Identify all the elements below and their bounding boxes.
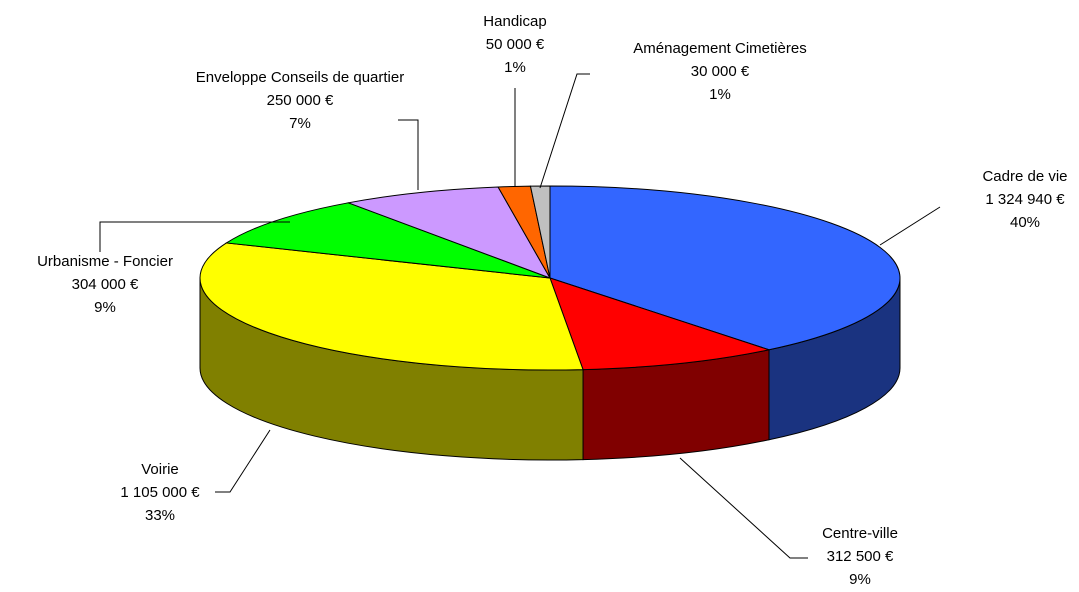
value-label: 1 105 000 €	[120, 484, 200, 501]
slice-label: Urbanisme - Foncier 304 000 € 9%	[5, 250, 205, 319]
category-label: Cadre de vie	[982, 168, 1068, 185]
category-label: Voirie	[141, 461, 179, 478]
category-label: Urbanisme - Foncier	[37, 253, 173, 270]
slice	[549, 277, 771, 371]
percent-label: 1%	[709, 86, 731, 103]
slice	[224, 202, 551, 279]
slice-label: Cadre de vie 1 324 940 € 40%	[960, 165, 1079, 234]
slice	[199, 242, 584, 371]
leader-line	[879, 206, 941, 246]
category-label: Handicap	[483, 13, 547, 30]
value-label: 304 000 €	[71, 276, 139, 293]
leader-line	[398, 119, 419, 190]
value-label: 50 000 €	[485, 36, 545, 53]
percent-label: 9%	[94, 299, 116, 316]
slice-label: Aménagement Cimetières 30 000 € 1%	[590, 37, 850, 106]
slice-label: Centre-ville 312 500 € 9%	[795, 522, 925, 591]
value-label: 30 000 €	[690, 63, 750, 80]
value-label: 312 500 €	[826, 548, 894, 565]
category-label: Aménagement Cimetières	[633, 40, 807, 57]
slice	[549, 185, 901, 351]
leader-line	[539, 73, 590, 189]
leader-line	[679, 457, 808, 559]
value-label: 250 000 €	[266, 92, 334, 109]
percent-label: 33%	[144, 507, 176, 524]
slice-label: Voirie 1 105 000 € 33%	[95, 458, 225, 527]
slice-label: Enveloppe Conseils de quartier 250 000 € 7…	[185, 66, 415, 135]
leader-line	[99, 221, 290, 252]
percent-label: 9%	[849, 571, 871, 588]
category-label: Enveloppe Conseils de quartier	[195, 69, 405, 86]
slice	[346, 186, 552, 279]
percent-label: 1%	[504, 59, 526, 76]
value-label: 1 324 940 €	[985, 191, 1065, 208]
percent-label: 7%	[289, 115, 311, 132]
percent-label: 40%	[1009, 214, 1041, 231]
category-label: Centre-ville	[822, 525, 898, 542]
slice-label: Handicap 50 000 € 1%	[455, 10, 575, 79]
leader-line	[215, 429, 271, 493]
